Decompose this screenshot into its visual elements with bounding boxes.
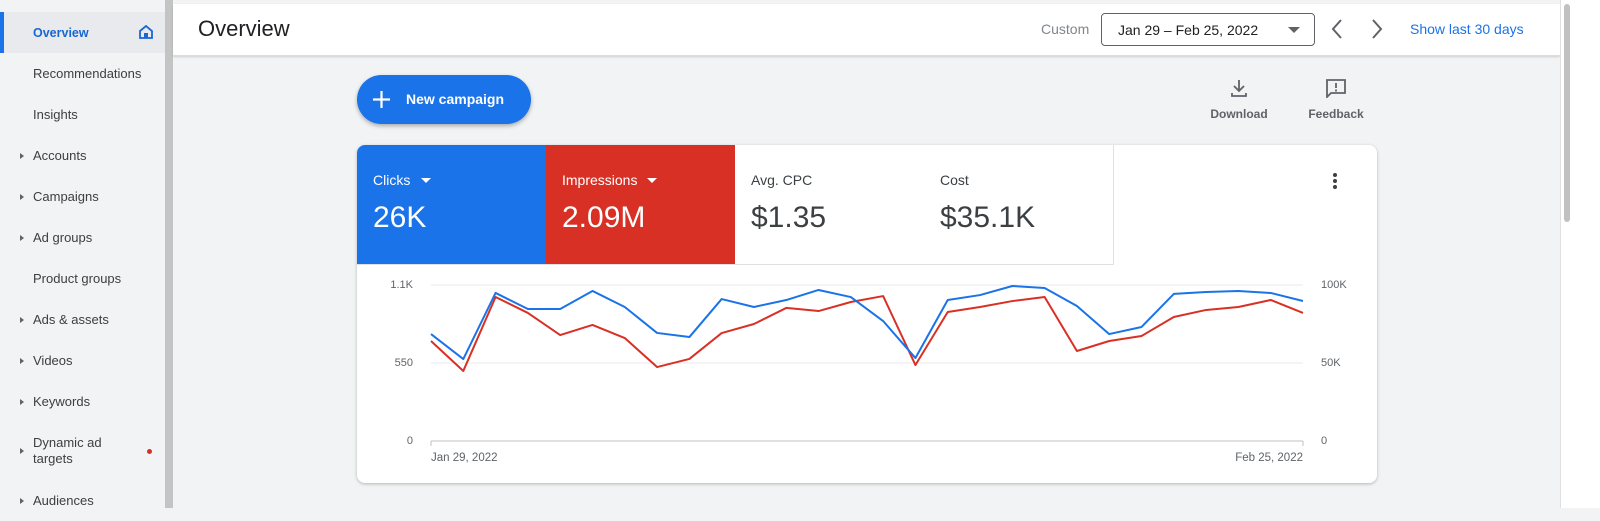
nav-label: Audiences xyxy=(33,493,94,508)
date-picker[interactable]: Jan 29 – Feb 25, 2022 xyxy=(1101,13,1315,46)
nav-item[interactable]: Audiences xyxy=(0,480,165,521)
nav-label: Overview xyxy=(33,25,89,40)
new-campaign-button[interactable]: New campaign xyxy=(357,75,531,124)
nav-label: Recommendations xyxy=(33,66,142,81)
nav-label: Campaigns xyxy=(33,189,99,204)
nav-item[interactable]: Ads & assets xyxy=(0,299,165,340)
metric-card[interactable]: Clicks 26K xyxy=(357,145,547,265)
y2-tick-label: 0 xyxy=(1321,435,1327,447)
y-tick-label: 1.1K xyxy=(390,279,413,291)
metric-label: Cost xyxy=(940,172,969,188)
metric-label: Clicks xyxy=(373,172,411,188)
home-icon xyxy=(139,25,153,39)
nav-item[interactable]: Videos xyxy=(0,340,165,381)
expand-arrow xyxy=(20,316,24,323)
next-button[interactable] xyxy=(1370,18,1384,40)
y-tick-label: 0 xyxy=(407,435,413,447)
expand-arrow xyxy=(20,448,24,454)
sidebar: Overview Recommendations Insights Accounts C… xyxy=(0,0,165,508)
nav-label: Keywords xyxy=(33,394,91,409)
series-line xyxy=(430,284,1304,361)
metric-dropdown xyxy=(647,178,657,183)
show-last-link[interactable]: Show last 30 days xyxy=(1410,21,1524,37)
y2-tick-label: 50K xyxy=(1321,357,1341,369)
nav-label: Insights xyxy=(33,107,78,122)
alert-dot xyxy=(147,449,152,454)
metric-card[interactable]: Avg. CPC $1.35 xyxy=(735,145,925,265)
expand-arrow xyxy=(20,234,24,241)
feedback-button[interactable]: Feedback xyxy=(1300,78,1372,124)
new-campaign-label: New campaign xyxy=(406,91,505,107)
nav-label: Dynamic ad targets xyxy=(33,435,102,466)
nav-label: Ads & assets xyxy=(33,312,109,327)
nav-item[interactable]: Accounts xyxy=(0,135,165,176)
nav-item[interactable]: Product groups xyxy=(0,258,165,299)
download-icon xyxy=(1231,80,1247,97)
metric-dropdown xyxy=(421,178,431,183)
y-tick-label: 550 xyxy=(395,357,413,369)
nav-item[interactable]: Recommendations xyxy=(0,53,165,94)
header: Overview Custom Jan 29 – Feb 25, 2022 Sh… xyxy=(173,4,1560,56)
metric-value: 2.09M xyxy=(562,201,646,234)
nav-item[interactable]: Campaigns xyxy=(0,176,165,217)
metric-label: Impressions xyxy=(562,172,638,188)
expand-arrow xyxy=(20,193,24,200)
nav-item[interactable]: Ad groups xyxy=(0,217,165,258)
scrollbar[interactable] xyxy=(1560,0,1600,508)
nav-item[interactable]: Dynamic ad targets xyxy=(0,422,165,480)
download-label: Download xyxy=(1210,107,1268,121)
expand-arrow xyxy=(20,152,24,159)
nav-item[interactable]: Insights xyxy=(0,94,165,135)
sidebar-rail xyxy=(165,0,173,508)
more-menu[interactable] xyxy=(1332,172,1338,190)
nav-label: Product groups xyxy=(33,271,122,286)
series-line xyxy=(430,295,1304,372)
nav-label: Accounts xyxy=(33,148,87,163)
metric-value: 26K xyxy=(373,201,427,234)
expand-arrow xyxy=(20,497,24,504)
nav-item[interactable]: Overview xyxy=(0,12,165,53)
metric-value: $1.35 xyxy=(751,201,827,234)
metric-card[interactable]: Cost $35.1K xyxy=(924,145,1114,265)
plus-icon xyxy=(373,91,390,108)
page-title: Overview xyxy=(198,16,290,41)
nav-label: Videos xyxy=(33,353,73,368)
nav-label: Ad groups xyxy=(33,230,93,245)
nav-item[interactable]: Keywords xyxy=(0,381,165,422)
metric-label: Avg. CPC xyxy=(751,172,813,188)
feedback-icon xyxy=(1326,79,1346,100)
download-button[interactable]: Download xyxy=(1203,78,1275,124)
x-tick-label: Jan 29, 2022 xyxy=(431,452,498,464)
scroll-thumb[interactable] xyxy=(1564,4,1570,222)
expand-arrow xyxy=(20,357,24,364)
metric-value: $35.1K xyxy=(940,201,1036,234)
date-range: Jan 29 – Feb 25, 2022 xyxy=(1118,22,1259,38)
expand-arrow xyxy=(20,398,24,405)
chart: 0 550 1.1K 0 50K 100K Jan 29, 2022 Feb 25, 2022 xyxy=(390,279,1347,464)
page: Overview Recommendations Insights Accounts C… xyxy=(0,0,1600,508)
x-tick-label: Feb 25, 2022 xyxy=(1235,452,1303,464)
prev-button[interactable] xyxy=(1330,18,1344,40)
y2-tick-label: 100K xyxy=(1321,279,1347,291)
feedback-label: Feedback xyxy=(1308,107,1364,121)
dropdown-icon xyxy=(1288,27,1300,33)
overview-card: Clicks 26K Impressions 2.09M Avg. CPC $1.35 Co… xyxy=(357,145,1377,483)
date-label: Custom xyxy=(1041,21,1090,37)
metric-card[interactable]: Impressions 2.09M xyxy=(546,145,736,265)
